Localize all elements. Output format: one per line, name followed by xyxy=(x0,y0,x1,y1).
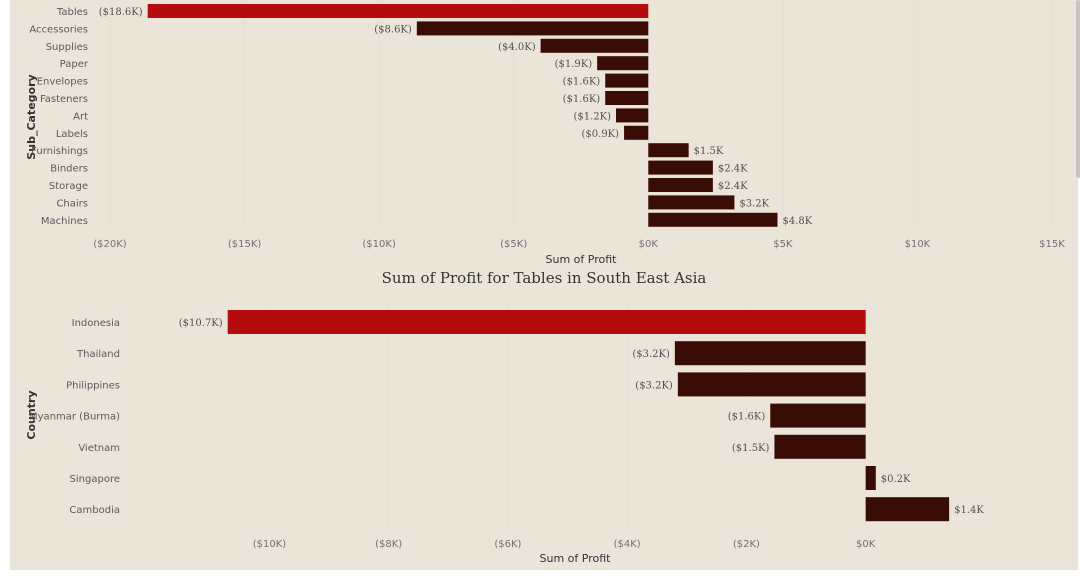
data-label: ($10.7K) xyxy=(179,318,223,329)
x-tick-label: ($4K) xyxy=(614,539,641,550)
category-label: Singapore xyxy=(70,474,120,485)
bar-country xyxy=(774,434,866,459)
data-label: ($3.2K) xyxy=(635,380,673,391)
x-tick-label: ($10K) xyxy=(362,239,396,250)
bar-subcat xyxy=(540,38,649,53)
bar-subcat xyxy=(648,212,778,227)
y-axis-title: Country xyxy=(25,390,38,439)
data-label: $2.4K xyxy=(718,181,748,192)
x-axis-title: Sum of Profit xyxy=(546,253,618,266)
category-label: Storage xyxy=(49,181,88,192)
x-tick-label: $0K xyxy=(856,539,876,550)
x-tick-label: ($6K) xyxy=(494,539,521,550)
data-label: $3.2K xyxy=(739,198,769,209)
y-axis-title: Sub_Category xyxy=(25,74,38,159)
data-label: ($3.2K) xyxy=(632,349,670,360)
data-label: ($1.2K) xyxy=(573,111,611,122)
x-tick-label: ($20K) xyxy=(93,239,127,250)
profit-by-subcategory-chart[interactable]: ($20K) ($15K) ($10K) ($5K) $0K $5K $10K $15K Sum… xyxy=(25,1,1065,266)
bar-country xyxy=(227,310,866,334)
bar-subcat xyxy=(648,195,735,210)
vertical-scrollbar[interactable] xyxy=(1076,0,1080,178)
category-label: Binders xyxy=(50,164,88,175)
category-label: Tables xyxy=(56,7,88,18)
data-label: ($1.5K) xyxy=(732,443,770,454)
bar-subcat xyxy=(605,91,649,105)
data-label: $1.5K xyxy=(694,146,724,157)
x-tick-label: ($2K) xyxy=(733,539,760,550)
x-tick-label: ($5K) xyxy=(500,239,527,250)
bar-subcat xyxy=(615,108,649,123)
x-tick-label: $10K xyxy=(905,239,931,250)
data-label: ($1.6K) xyxy=(563,94,601,105)
bar-subcat xyxy=(648,160,713,175)
tables-profit-by-country-chart[interactable]: ($10K) ($8K) ($6K) ($4K) ($2K) $0K Sum of Prof… xyxy=(25,269,984,565)
x-tick-label: ($8K) xyxy=(375,539,402,550)
data-label: ($1.6K) xyxy=(728,412,766,423)
category-label: Supplies xyxy=(46,42,88,53)
category-label: Cambodia xyxy=(69,505,120,516)
x-tick-label: ($15K) xyxy=(228,239,262,250)
category-label: Paper xyxy=(60,59,89,70)
category-label: Accessories xyxy=(29,24,88,35)
bar-subcat xyxy=(147,4,649,18)
category-label: Thailand xyxy=(76,349,120,360)
x-tick-label: $15K xyxy=(1039,239,1065,250)
data-label: ($4.0K) xyxy=(498,42,536,53)
data-label: $0.2K xyxy=(881,474,911,485)
category-label: Furnishings xyxy=(31,146,88,157)
chart-title: Sum of Profit for Tables in South East A… xyxy=(382,269,707,287)
bar-country xyxy=(770,403,866,428)
bar-subcat xyxy=(416,21,649,36)
category-label: Vietnam xyxy=(78,443,120,454)
data-label: $1.4K xyxy=(954,505,984,516)
data-label: ($0.9K) xyxy=(582,129,620,140)
data-label: ($1.6K) xyxy=(563,77,601,88)
category-label: Labels xyxy=(56,129,88,140)
bar-subcat xyxy=(648,143,689,158)
bar-country xyxy=(865,466,876,490)
category-label: Indonesia xyxy=(72,318,120,329)
report-canvas: ($20K) ($15K) ($10K) ($5K) $0K $5K $10K $15K Sum… xyxy=(10,0,1080,570)
category-label: Machines xyxy=(41,216,88,227)
bar-country xyxy=(677,372,866,397)
bar-subcat xyxy=(605,73,649,88)
data-label: ($1.9K) xyxy=(555,59,593,70)
bar-country xyxy=(865,497,950,522)
data-label: $2.4K xyxy=(718,164,748,175)
category-label: Philippines xyxy=(66,380,120,391)
category-label: Envelopes xyxy=(37,77,88,88)
category-label: Myanmar (Burma) xyxy=(29,412,120,423)
data-label: ($8.6K) xyxy=(374,24,412,35)
data-label: ($18.6K) xyxy=(99,7,143,18)
bar-subcat xyxy=(648,178,713,192)
x-tick-label: ($10K) xyxy=(253,539,287,550)
chart-area: ($20K) ($15K) ($10K) ($5K) $0K $5K $10K $15K Sum… xyxy=(25,1,1065,565)
x-axis-title: Sum of Profit xyxy=(540,552,612,565)
x-tick-label: $5K xyxy=(773,239,793,250)
category-label: Art xyxy=(73,111,88,122)
bar-subcat xyxy=(597,56,649,71)
x-tick-label: $0K xyxy=(639,239,659,250)
bar-subcat xyxy=(624,125,649,140)
category-label: Fasteners xyxy=(40,94,88,105)
bar-country xyxy=(674,341,866,366)
category-label: Chairs xyxy=(56,198,88,209)
data-label: $4.8K xyxy=(782,216,812,227)
